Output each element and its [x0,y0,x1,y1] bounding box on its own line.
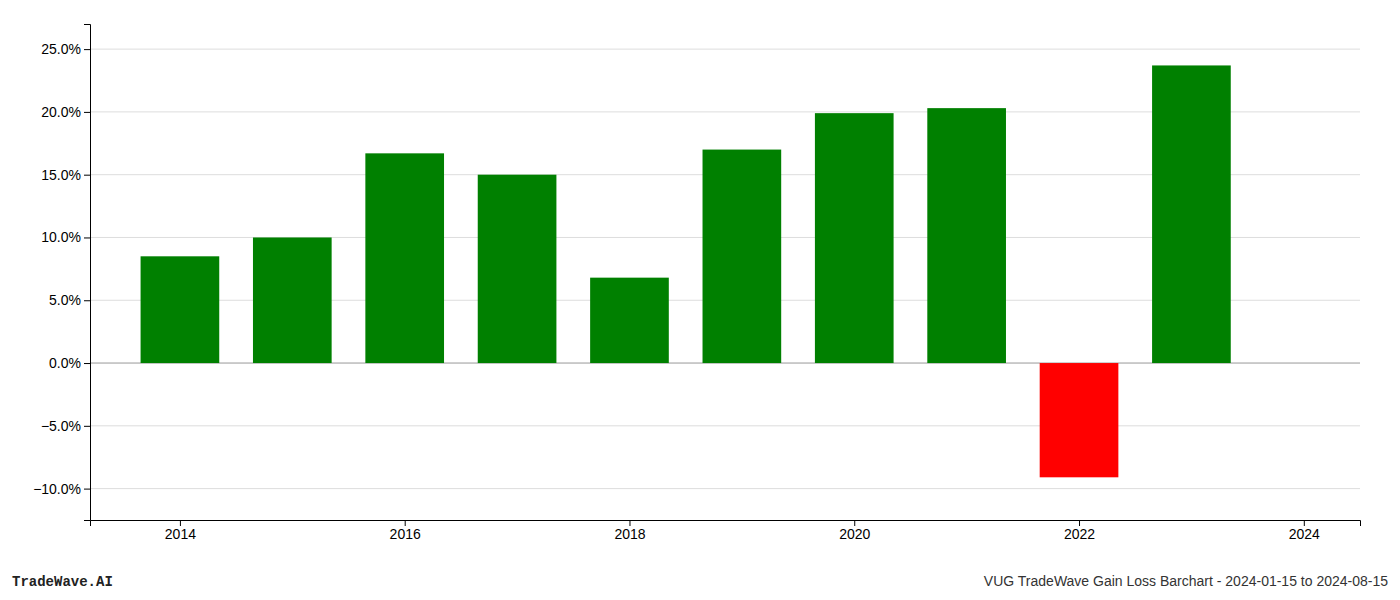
x-tick: 2024 [1289,520,1320,542]
x-axis: 2014 2016 2018 2020 2022 2024 [91,520,1361,542]
x-tick-label: 2014 [165,526,196,542]
bar [927,108,1006,363]
title: VUG TradeWave Gain Loss Barchart - 2024-… [984,573,1388,589]
y-tick-mark [84,300,90,301]
y-tick-label: 5.0% [49,292,81,308]
x-tick-label: 2024 [1289,526,1320,542]
y-tick-label: −10.0% [33,481,81,497]
y-axis: −10.0% −5.0% 0.0% 5.0% 10.0% 15.0% 20.0% 25.0% [33,25,90,521]
grid-line [90,488,1360,489]
y-tick-mark [84,175,90,176]
bar [1040,363,1119,477]
y-tick: 25.0% [41,41,90,57]
y-tick-mark [84,112,90,113]
footer-left: TradeWave.AI [12,574,113,590]
x-tick: 2016 [390,520,421,542]
x-tick-label: 2016 [390,526,421,542]
y-tick-label: −5.0% [41,418,81,434]
bar [815,113,894,363]
bar [703,150,782,363]
x-tick: 2022 [1064,520,1095,542]
y-tick-label: 25.0% [41,41,81,57]
bar [590,278,669,363]
y-tick-label: 10.0% [41,229,81,245]
y-tick-mark [84,237,90,238]
bar [1152,65,1231,363]
x-axis-line [91,521,1361,527]
chart: −10.0% −5.0% 0.0% 5.0% 10.0% 15.0% 20.0% 25.0% 2… [0,0,1400,600]
y-tick-mark [84,49,90,50]
grid [90,49,1360,488]
y-tick: 20.0% [41,104,90,120]
x-tick: 2018 [614,520,645,542]
x-tick-label: 2022 [1064,526,1095,542]
bar [253,237,332,363]
y-tick: −5.0% [41,418,90,434]
y-tick-label: 20.0% [41,104,81,120]
y-axis-line [84,25,91,521]
x-tick: 2014 [165,520,196,542]
y-tick: 15.0% [41,167,90,183]
y-tick-label: 15.0% [41,167,81,183]
plot: −10.0% −5.0% 0.0% 5.0% 10.0% 15.0% 20.0% 25.0% 2… [33,25,1360,542]
y-tick-mark [84,363,90,364]
x-tick-label: 2020 [839,526,870,542]
bar [141,256,220,363]
bar [365,153,444,363]
bars [141,65,1231,477]
grid-line [90,49,1360,50]
y-tick: 10.0% [41,229,90,245]
y-tick-label: 0.0% [49,355,81,371]
x-tick: 2020 [839,520,870,542]
y-tick: −10.0% [33,481,90,497]
y-tick: 0.0% [49,355,90,371]
y-tick-mark [84,426,90,427]
grid-line [90,425,1360,426]
bar [478,175,557,363]
y-tick: 5.0% [49,292,90,308]
x-tick-label: 2018 [614,526,645,542]
y-tick-mark [84,489,90,490]
